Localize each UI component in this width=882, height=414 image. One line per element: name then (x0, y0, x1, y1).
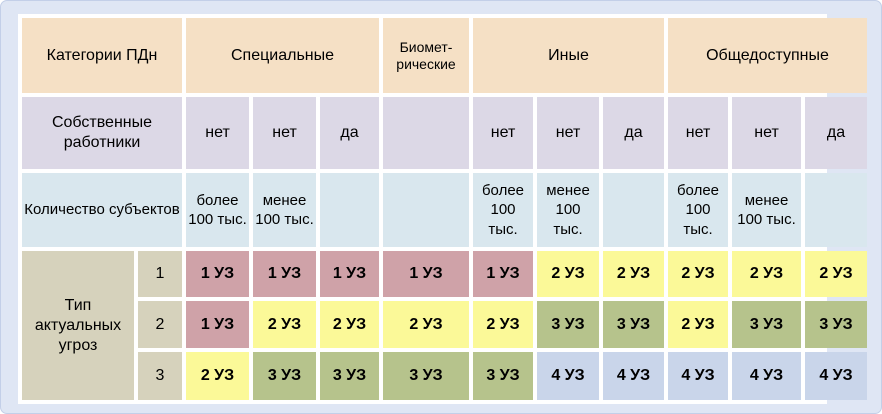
uz-cell: 2 УЗ (383, 301, 469, 348)
subjects-cell: менее 100 тыс. (732, 173, 801, 247)
uz-cell: 1 УЗ (320, 251, 379, 297)
protection-levels-table: Категории ПДн Специальные Биомет- рическ… (18, 14, 867, 404)
subjects-cell (805, 173, 867, 247)
uz-cell: 3 УЗ (383, 352, 469, 400)
uz-cell: 4 УЗ (668, 352, 728, 400)
uz-cell: 3 УЗ (732, 301, 801, 348)
threat-level-cell: 3 (138, 352, 182, 400)
category-header-public: Общедоступные (668, 18, 867, 93)
uz-cell: 2 УЗ (805, 251, 867, 297)
subjects-cell: менее 100 тыс. (253, 173, 316, 247)
uz-cell: 3 УЗ (537, 301, 599, 348)
uz-cell: 3 УЗ (320, 352, 379, 400)
uz-cell: 3 УЗ (253, 352, 316, 400)
uz-cell: 1 УЗ (186, 251, 249, 297)
subjects-cell (603, 173, 664, 247)
uz-cell: 2 УЗ (253, 301, 316, 348)
category-header-special: Специальные (186, 18, 379, 93)
row-header-threat-type: Тип актуальных угроз (22, 251, 134, 400)
uz-cell: 3 УЗ (603, 301, 664, 348)
category-header-other: Иные (473, 18, 664, 93)
employees-cell: да (603, 97, 664, 169)
subjects-cell (383, 173, 469, 247)
employees-cell: нет (732, 97, 801, 169)
threat-level-cell: 1 (138, 251, 182, 297)
subjects-cell: более 100 тыс. (668, 173, 728, 247)
subjects-cell: более 100 тыс. (473, 173, 533, 247)
threat-level-cell: 2 (138, 301, 182, 348)
uz-cell: 2 УЗ (473, 301, 533, 348)
row-header-subjects: Количество субъектов (22, 173, 182, 247)
uz-cell: 4 УЗ (603, 352, 664, 400)
category-header-biometric: Биомет- рические (383, 18, 469, 93)
uz-cell: 3 УЗ (805, 301, 867, 348)
uz-cell: 2 УЗ (320, 301, 379, 348)
subjects-cell: более 100 тыс. (186, 173, 249, 247)
uz-cell: 2 УЗ (186, 352, 249, 400)
uz-cell: 1 УЗ (253, 251, 316, 297)
employees-cell (383, 97, 469, 169)
uz-cell: 2 УЗ (537, 251, 599, 297)
uz-cell: 1 УЗ (473, 251, 533, 297)
employees-cell: нет (186, 97, 249, 169)
uz-cell: 4 УЗ (537, 352, 599, 400)
employees-cell: да (320, 97, 379, 169)
employees-cell: нет (473, 97, 533, 169)
employees-cell: нет (253, 97, 316, 169)
subjects-cell (320, 173, 379, 247)
employees-cell: да (805, 97, 867, 169)
employees-cell: нет (668, 97, 728, 169)
employees-cell: нет (537, 97, 599, 169)
uz-cell: 2 УЗ (603, 251, 664, 297)
uz-cell: 2 УЗ (668, 251, 728, 297)
uz-cell: 1 УЗ (383, 251, 469, 297)
row-header-employees: Собственные работники (22, 97, 182, 169)
uz-cell: 4 УЗ (732, 352, 801, 400)
uz-cell: 3 УЗ (473, 352, 533, 400)
uz-cell: 4 УЗ (805, 352, 867, 400)
uz-cell: 2 УЗ (668, 301, 728, 348)
subjects-cell: менее 100 тыс. (537, 173, 599, 247)
uz-cell: 1 УЗ (186, 301, 249, 348)
uz-cell: 2 УЗ (732, 251, 801, 297)
corner-header: Категории ПДн (22, 18, 182, 93)
